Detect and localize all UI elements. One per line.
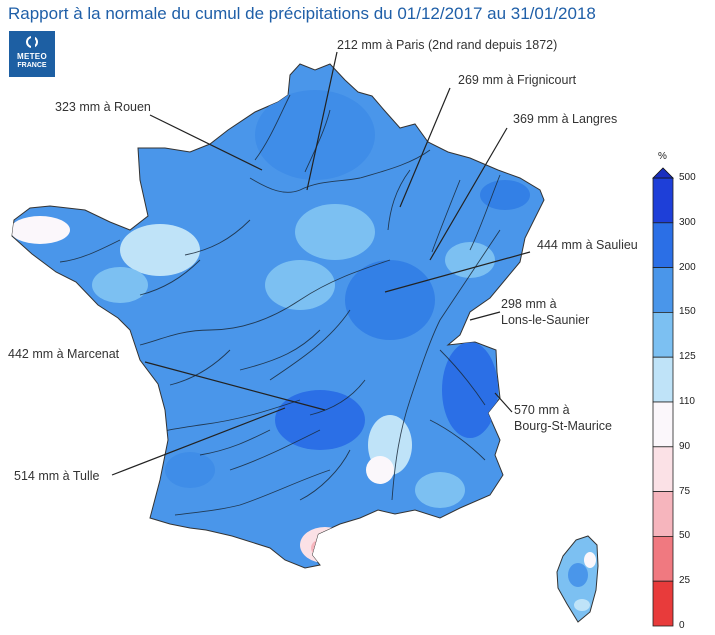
legend-swatch: [652, 580, 674, 627]
leader-tulle: [111, 407, 286, 476]
annotation-marcenat: 442 mm à Marcenat: [8, 347, 120, 361]
annotation-langres: 369 mm à Langres: [513, 112, 618, 126]
leader-rouen: [149, 114, 263, 171]
legend-swatch: [652, 177, 674, 224]
legend-tick-label: 75: [679, 485, 691, 497]
legend-swatch: [652, 536, 674, 582]
legend-unit: %: [658, 151, 667, 162]
map-title: Rapport à la normale du cumul de précipi…: [8, 4, 596, 23]
legend-tick-label: 0: [679, 620, 685, 631]
annotation-frignicourt: 269 mm à Frignicourt: [458, 73, 577, 87]
legend-tick-label: 150: [679, 306, 696, 318]
legend-swatch: [652, 311, 674, 358]
leader-langres: [429, 127, 508, 261]
legend-tick-label: 125: [679, 351, 696, 363]
legend-tick-label: 200: [679, 261, 696, 273]
legend-tick-label: 25: [679, 575, 691, 587]
legend-swatch: [652, 446, 674, 492]
meteo-france-logo: METEO FRANCE: [9, 31, 55, 77]
logo-line2: FRANCE: [17, 62, 47, 69]
leader-frignicourt: [399, 87, 451, 208]
legend-tick-label: 300: [679, 216, 696, 228]
annotation-leader-lines: [111, 51, 531, 476]
meteo-france-symbol-icon: [26, 36, 38, 48]
annotation-paris: 212 mm à Paris (2nd rand depuis 1872): [337, 38, 558, 52]
annotation-tulle: 514 mm à Tulle: [14, 469, 100, 483]
annotation-lons-le-saunier: 298 mm à Lons-le-Saunier: [501, 297, 590, 327]
legend-swatch: [652, 222, 674, 269]
leader-bourg: [494, 392, 513, 413]
legend-tick-label: 110: [679, 396, 695, 407]
legend-tick-label: 90: [679, 440, 691, 452]
legend-overflow-arrow-icon: [652, 167, 674, 179]
leader-saulieu: [384, 251, 531, 293]
corsica: [556, 535, 599, 623]
france-mainland: [11, 63, 545, 569]
leader-marcenat: [144, 361, 326, 411]
legend-tick-label: 500: [679, 172, 696, 183]
legend-swatch: [652, 356, 674, 403]
logo-line1: METEO: [17, 52, 47, 61]
rivers: [59, 94, 501, 516]
annotation-bourg-st-maurice: 570 mm à Bourg-St-Maurice: [514, 403, 612, 433]
annotation-saulieu: 444 mm à Saulieu: [537, 238, 638, 252]
legend-colorbar: [652, 177, 674, 627]
leader-paris: [306, 51, 338, 191]
leader-lons: [469, 311, 501, 321]
legend-swatch: [652, 267, 674, 313]
legend-tick-label: 50: [679, 530, 691, 542]
legend-swatch: [652, 401, 674, 448]
legend-swatch: [652, 491, 674, 537]
annotation-rouen: 323 mm à Rouen: [55, 100, 151, 114]
